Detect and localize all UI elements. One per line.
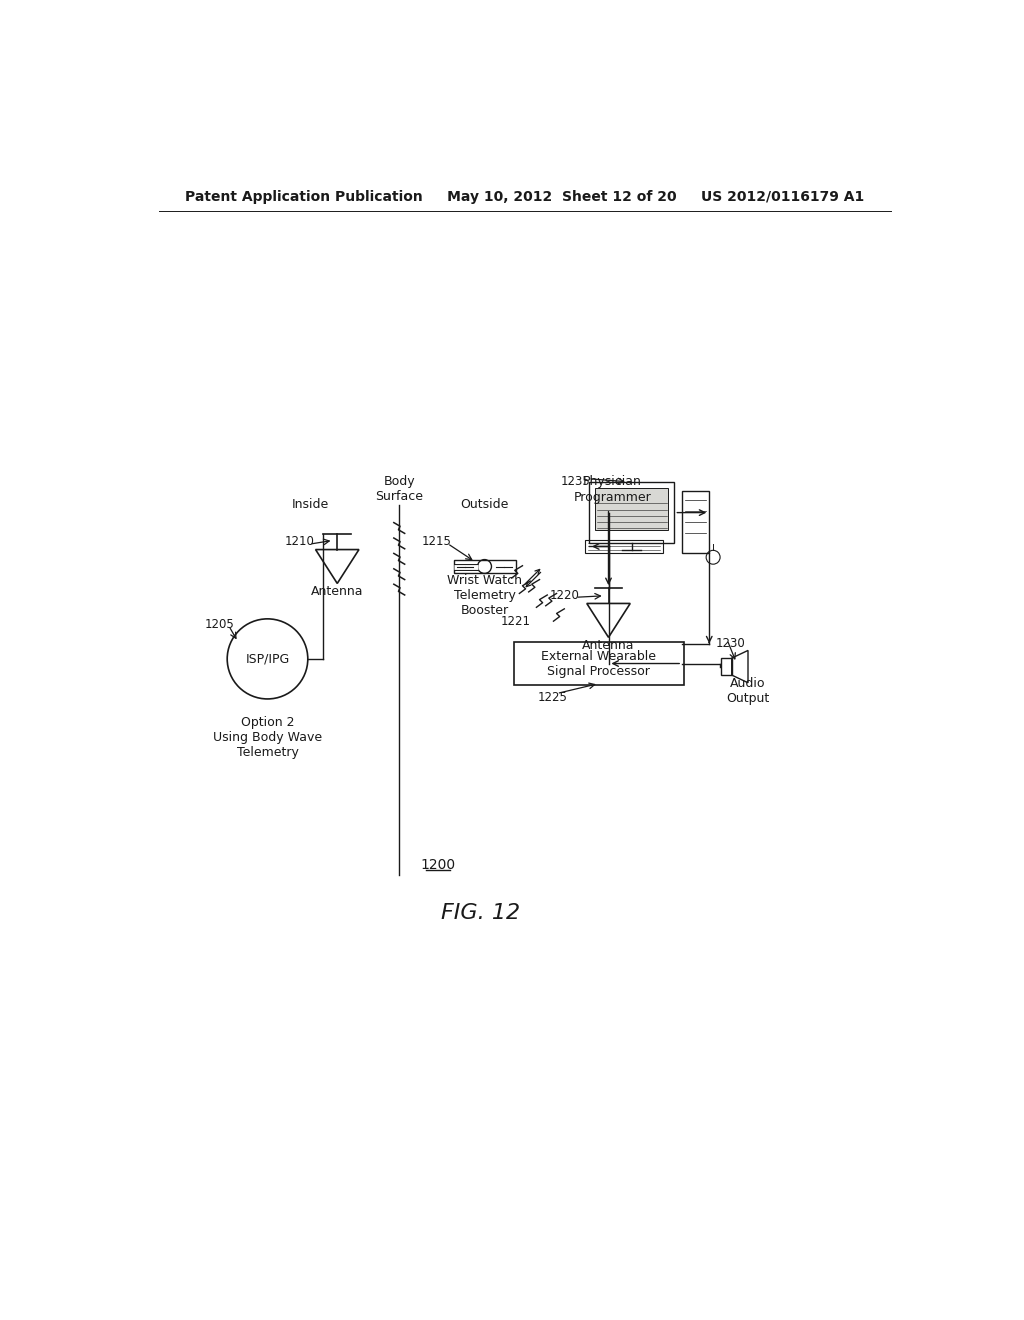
Text: Outside: Outside	[461, 499, 509, 511]
Text: External Wearable
Signal Processor: External Wearable Signal Processor	[542, 649, 656, 677]
Text: 1235: 1235	[561, 475, 591, 488]
Text: 1210: 1210	[285, 536, 315, 548]
Text: Wrist Watch
Telemetry
Booster: Wrist Watch Telemetry Booster	[447, 574, 522, 618]
Text: Antenna: Antenna	[583, 639, 635, 652]
Text: Physician
Programmer: Physician Programmer	[573, 475, 651, 503]
Text: 1200: 1200	[421, 858, 456, 873]
Text: 1230: 1230	[716, 638, 745, 649]
Text: Antenna: Antenna	[311, 585, 364, 598]
Text: Body
Surface: Body Surface	[375, 475, 423, 503]
Text: 1225: 1225	[538, 690, 567, 704]
Text: 1205: 1205	[205, 618, 234, 631]
FancyBboxPatch shape	[595, 488, 669, 529]
Text: 1215: 1215	[422, 536, 452, 548]
Text: 1221: 1221	[501, 615, 530, 628]
Text: ISP/IPG: ISP/IPG	[246, 652, 290, 665]
Text: Patent Application Publication     May 10, 2012  Sheet 12 of 20     US 2012/0116: Patent Application Publication May 10, 2…	[185, 190, 864, 203]
Text: 1220: 1220	[550, 589, 580, 602]
Text: Audio
Output: Audio Output	[726, 677, 770, 705]
Text: FIG. 12: FIG. 12	[441, 903, 520, 923]
Text: Inside: Inside	[292, 499, 329, 511]
Text: Option 2
Using Body Wave
Telemetry: Option 2 Using Body Wave Telemetry	[213, 715, 323, 759]
